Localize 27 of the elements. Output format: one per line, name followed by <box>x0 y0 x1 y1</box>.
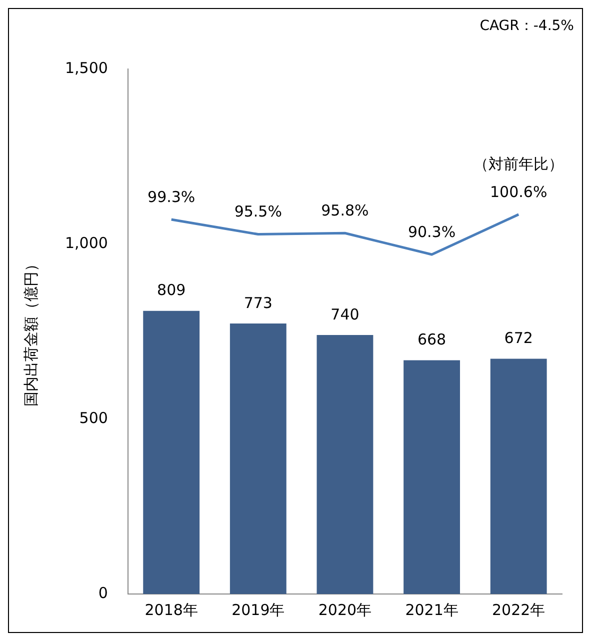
data-label: 90.3% <box>408 222 456 241</box>
data-label: 95.5% <box>234 202 282 221</box>
bar <box>143 310 200 594</box>
y-tick-label: 500 <box>79 408 108 427</box>
x-tick-label: 2018年 <box>144 600 198 619</box>
data-label: 668 <box>417 330 446 349</box>
y-tick-label: 1,000 <box>64 234 108 252</box>
x-tick-label: 2019年 <box>232 600 285 619</box>
y-tick-label: 1,500 <box>64 58 108 77</box>
data-label: 100.6% <box>490 182 548 201</box>
bar <box>404 360 460 594</box>
x-tick-label: 2021年 <box>405 600 458 619</box>
text: CAGR：-4.5% <box>480 17 574 35</box>
bar <box>230 323 286 594</box>
x-tick-label: 2020年 <box>318 600 372 619</box>
x-tick-label: 2022年 <box>492 600 546 619</box>
data-label: 95.8% <box>321 202 369 220</box>
data-label: 672 <box>504 329 533 348</box>
data-label: 740 <box>330 305 360 324</box>
data-label: 809 <box>157 281 186 300</box>
bar <box>490 358 547 594</box>
data-label: 99.3% <box>148 188 196 206</box>
y-tick-label: 0 <box>98 584 108 602</box>
y-axis-title: 国内出荷金額（億円） <box>22 256 40 406</box>
data-label: 773 <box>244 294 272 312</box>
bar <box>316 335 374 594</box>
text: （対前年比） <box>474 154 564 173</box>
